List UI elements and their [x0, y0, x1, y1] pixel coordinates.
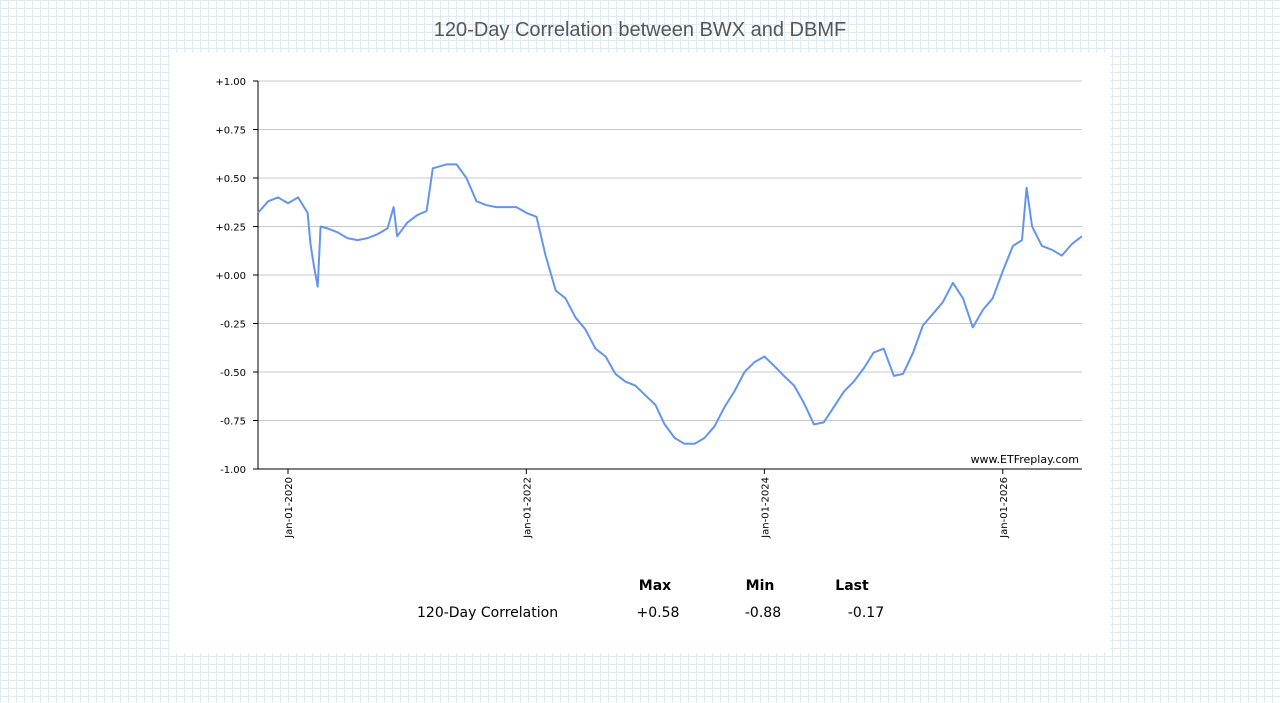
series-line [257, 163, 1083, 445]
y-tick-label: +0.50 [215, 174, 246, 185]
x-tick-label: Jan-01-2020 [284, 477, 295, 539]
y-tick-label: +0.25 [215, 223, 246, 234]
y-tick-label: +1.00 [215, 77, 246, 88]
x-tick-label: Jan-01-2024 [760, 477, 771, 539]
x-tick-label: Jan-01-2026 [999, 477, 1010, 539]
y-tick-label: -0.25 [220, 320, 246, 331]
y-tick-label: -1.00 [220, 465, 246, 476]
chart-title: 120-Day Correlation between BWX and DBMF [433, 19, 847, 41]
y-tick-label: -0.50 [220, 368, 246, 379]
y-tick-label: +0.75 [215, 126, 246, 137]
watermark: www.ETFreplay.com [971, 453, 1079, 466]
chart-panel: +1.00 +0.75 +0.50 +0.25 +0.00 -0.25 -0.50 -0.75… [170, 53, 1110, 653]
x-tick-label: Jan-01-2022 [522, 477, 533, 539]
y-tick-label: +0.00 [215, 271, 246, 282]
correlation-chart: +1.00 +0.75 +0.50 +0.25 +0.00 -0.25 -0.50 -0.75… [215, 77, 1083, 539]
y-tick-label: -0.75 [220, 417, 246, 428]
